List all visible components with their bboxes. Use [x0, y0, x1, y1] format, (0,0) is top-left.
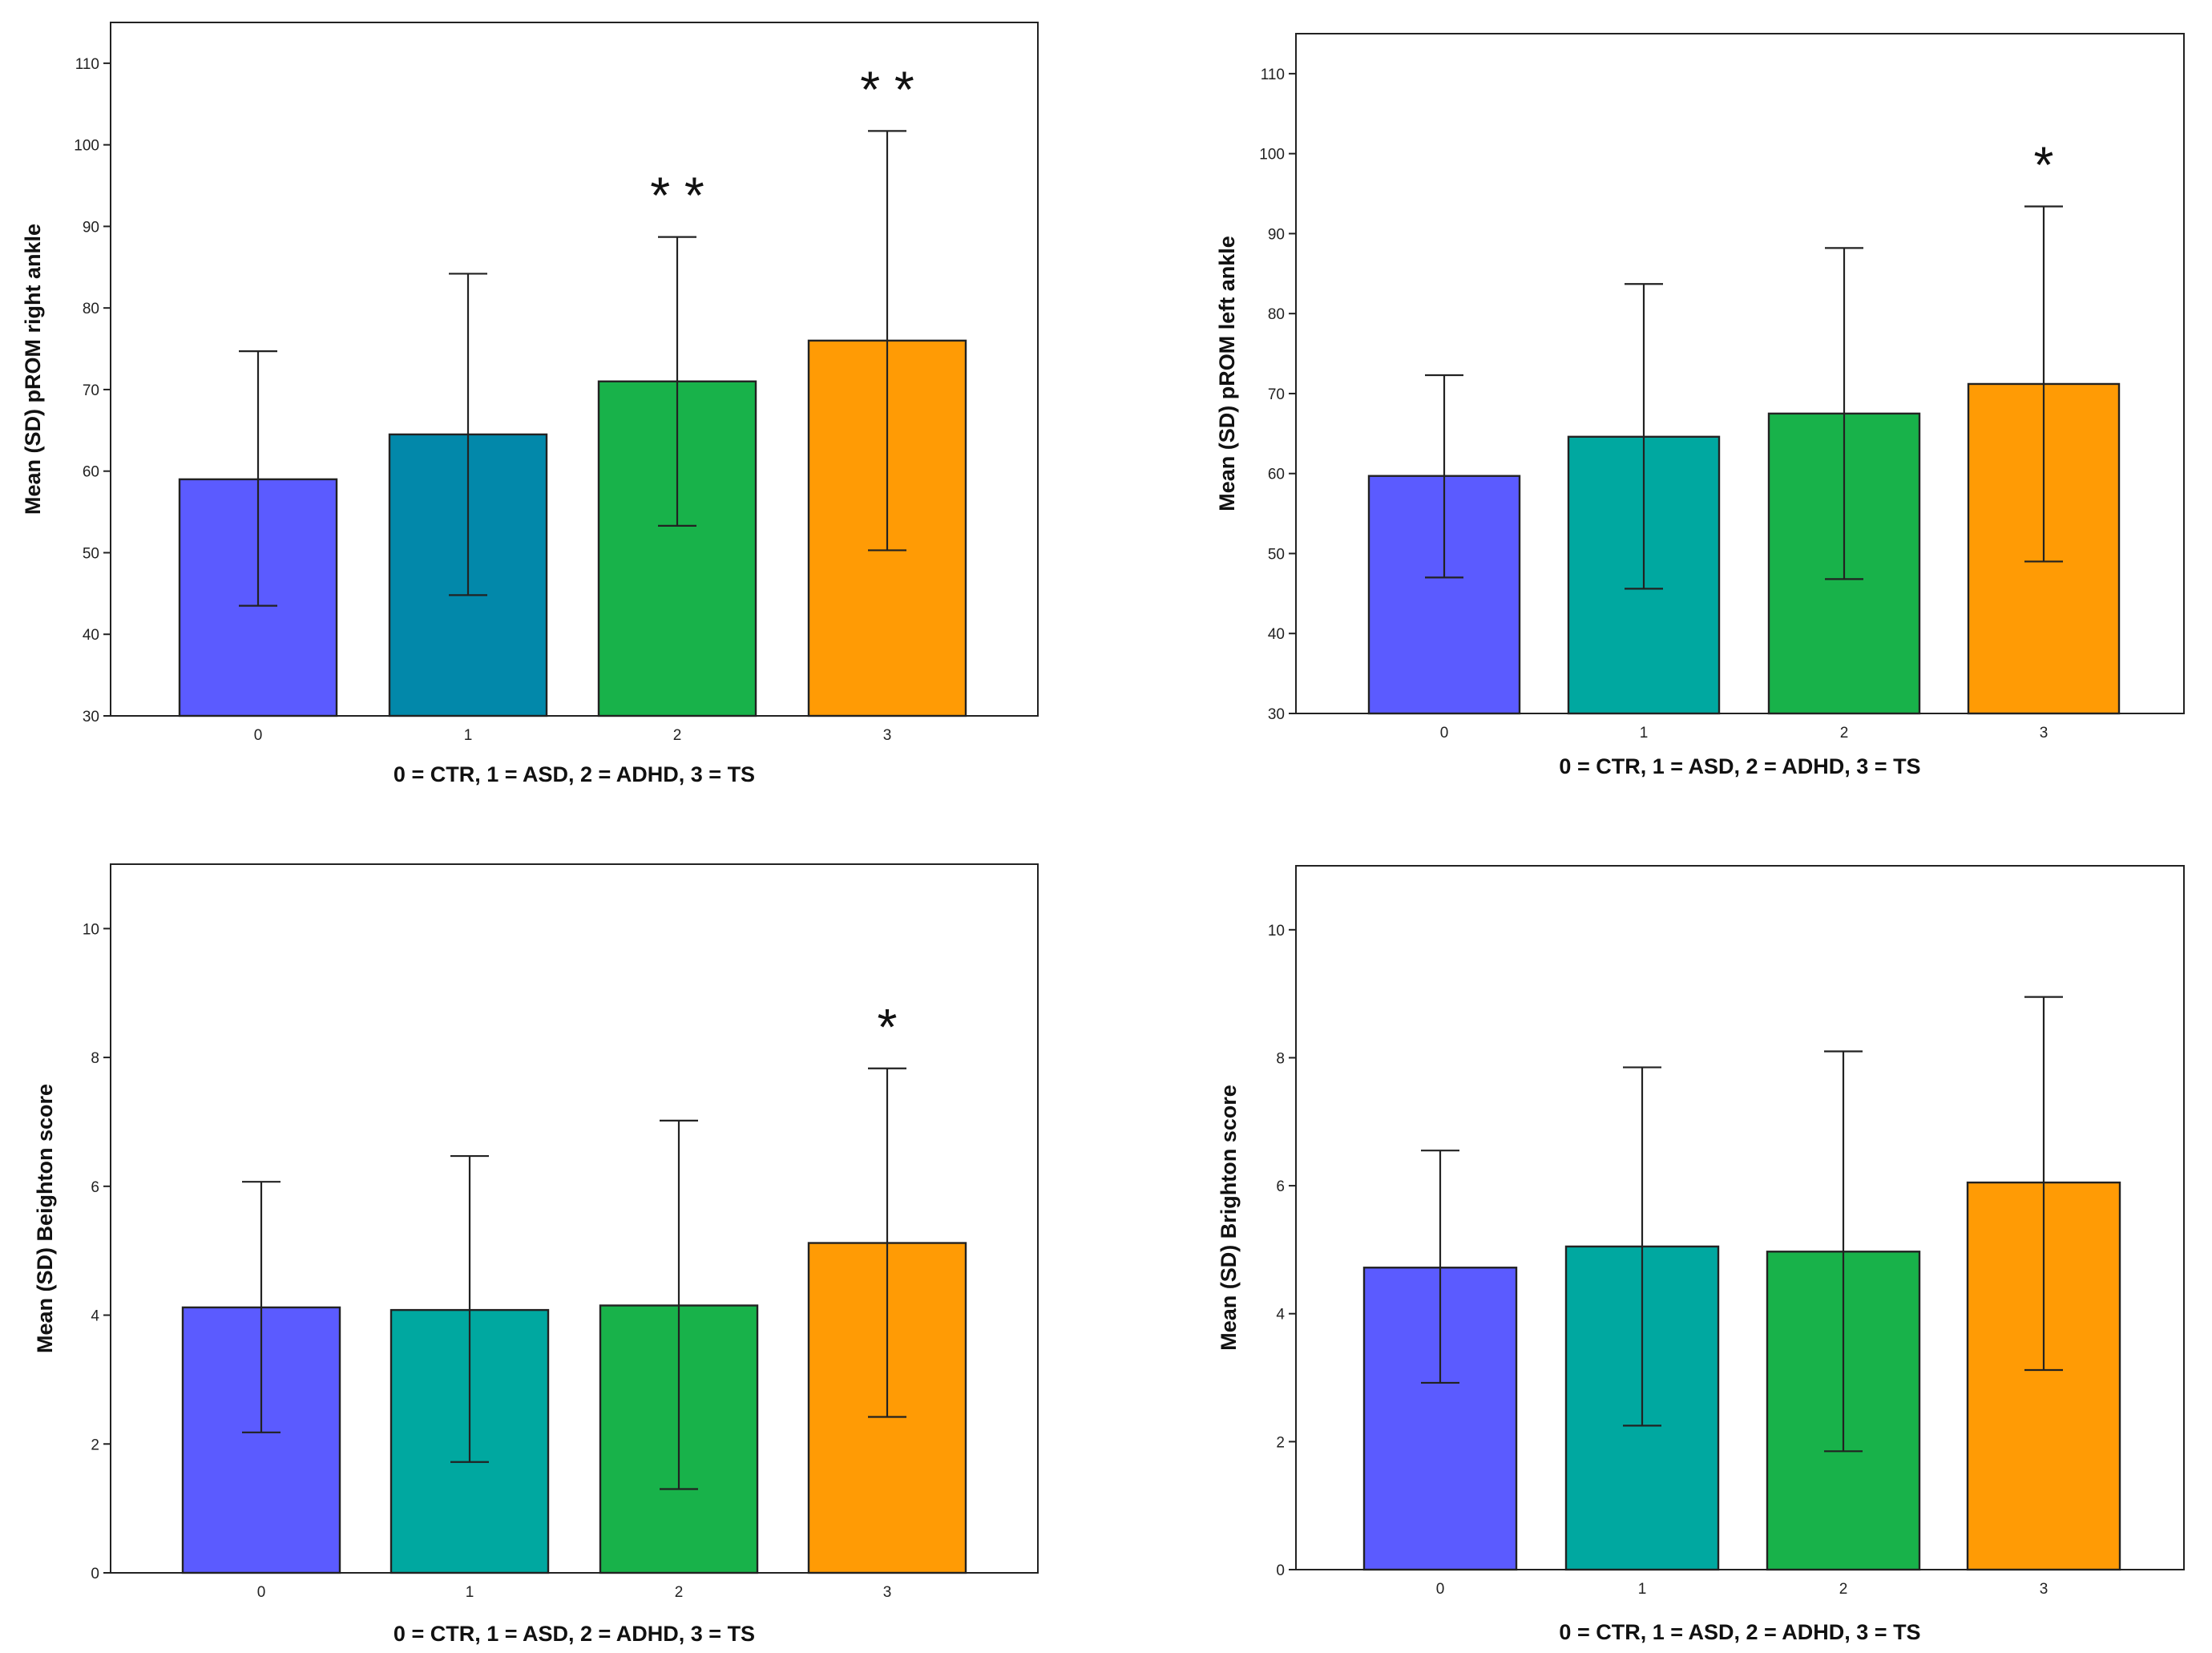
y-tick-label-beighton: 8	[91, 1050, 99, 1067]
y-tick-label-right-ankle: 90	[83, 219, 99, 236]
y-tick-label-left-ankle: 90	[1268, 226, 1285, 243]
y-tick-label-brighton: 10	[1268, 923, 1285, 940]
x-tick-label-left-ankle: 1	[1640, 725, 1649, 742]
x-tick-label-beighton: 3	[883, 1584, 892, 1601]
y-tick-label-beighton: 2	[91, 1437, 99, 1453]
y-tick-label-left-ankle: 40	[1268, 626, 1285, 643]
y-tick-label-beighton: 4	[91, 1308, 99, 1325]
y-tick-label-left-ankle: 30	[1268, 706, 1285, 723]
y-tick-label-left-ankle: 110	[1261, 67, 1285, 83]
y-axis-title-right-ankle: Mean (SD) pROM right ankle	[21, 224, 45, 515]
y-tick-label-right-ankle: 100	[74, 138, 99, 155]
y-tick-label-beighton: 6	[91, 1179, 99, 1196]
y-tick-label-beighton: 10	[83, 921, 99, 938]
x-axis-title-left-ankle: 0 = CTR, 1 = ASD, 2 = ADHD, 3 = TS	[1559, 754, 1920, 778]
y-tick-label-right-ankle: 30	[83, 709, 99, 725]
x-tick-label-left-ankle: 2	[1840, 725, 1849, 742]
y-tick-label-right-ankle: 40	[83, 627, 99, 644]
significance-marker-left-ankle: *	[2034, 135, 2054, 193]
y-tick-label-left-ankle: 50	[1268, 546, 1285, 563]
significance-marker-beighton: *	[878, 998, 898, 1056]
y-tick-label-brighton: 8	[1276, 1050, 1285, 1067]
chart-panel-right-ankle: 30 40 50 60 70 80 90 100 110 0 1 2 * * 3 * * 0 = CTR, 1…	[21, 22, 1039, 786]
y-axis-title-beighton: Mean (SD) Beighton score	[33, 1084, 57, 1353]
x-tick-label-left-ankle: 3	[2040, 725, 2049, 742]
x-tick-label-brighton: 2	[1839, 1581, 1848, 1598]
x-tick-label-beighton: 0	[257, 1584, 266, 1601]
x-tick-label-left-ankle: 0	[1440, 725, 1449, 742]
x-tick-label-beighton: 2	[675, 1584, 684, 1601]
y-tick-label-left-ankle: 80	[1268, 306, 1285, 323]
chart-panel-left-ankle: 30 40 50 60 70 80 90 100 110 0 1 2 3 * 0 = CTR, 1 = AS…	[1215, 33, 2185, 778]
x-tick-label-brighton: 1	[1638, 1581, 1647, 1598]
significance-marker-right-ankle: * *	[860, 60, 914, 118]
y-tick-label-right-ankle: 70	[83, 382, 99, 399]
chart-panel-brighton: 0 2 4 6 8 10 0 1 2 3 0 = CTR, 1 = ASD, 2 = ADHD, 3…	[1217, 865, 2185, 1644]
chart-panel-beighton: 0 2 4 6 8 10 0 1 2 3 * 0 = CTR, 1 = ASD, 2 = ADHD, …	[33, 863, 1039, 1646]
plot-frame-left-ankle	[1295, 33, 2185, 714]
y-tick-label-brighton: 0	[1276, 1562, 1285, 1579]
x-tick-label-right-ankle: 2	[673, 727, 682, 744]
y-axis-title-brighton: Mean (SD) Brighton score	[1217, 1085, 1241, 1351]
y-tick-label-brighton: 6	[1276, 1178, 1285, 1195]
x-axis-title-beighton: 0 = CTR, 1 = ASD, 2 = ADHD, 3 = TS	[394, 1622, 755, 1646]
y-tick-label-brighton: 4	[1276, 1307, 1285, 1324]
y-tick-label-left-ankle: 70	[1268, 386, 1285, 403]
y-tick-label-right-ankle: 110	[75, 56, 99, 73]
x-tick-label-beighton: 1	[466, 1584, 474, 1601]
x-tick-label-right-ankle: 0	[254, 727, 263, 744]
x-tick-label-brighton: 0	[1436, 1581, 1445, 1598]
y-tick-label-left-ankle: 100	[1259, 147, 1285, 164]
significance-marker-right-ankle: * *	[650, 167, 704, 224]
y-tick-label-right-ankle: 60	[83, 464, 99, 481]
y-tick-label-left-ankle: 60	[1268, 467, 1285, 483]
x-axis-title-brighton: 0 = CTR, 1 = ASD, 2 = ADHD, 3 = TS	[1559, 1620, 1920, 1644]
x-tick-label-brighton: 3	[2040, 1581, 2049, 1598]
y-axis-title-left-ankle: Mean (SD) pROM left ankle	[1215, 236, 1239, 511]
x-tick-label-right-ankle: 3	[883, 727, 892, 744]
plot-frame-beighton	[110, 863, 1039, 1574]
y-tick-label-beighton: 0	[91, 1566, 99, 1582]
x-tick-label-right-ankle: 1	[464, 727, 473, 744]
y-tick-label-brighton: 2	[1276, 1434, 1285, 1451]
x-axis-title-right-ankle: 0 = CTR, 1 = ASD, 2 = ADHD, 3 = TS	[394, 762, 755, 786]
y-tick-label-right-ankle: 50	[83, 545, 99, 562]
plot-frame-right-ankle	[110, 22, 1039, 717]
y-tick-label-right-ankle: 80	[83, 301, 99, 317]
plot-frame-brighton	[1295, 865, 2185, 1570]
